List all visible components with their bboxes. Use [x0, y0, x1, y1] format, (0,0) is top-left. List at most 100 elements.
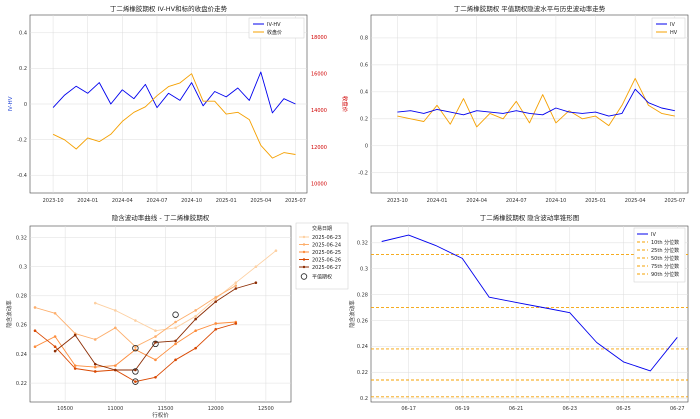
x-tick-label: 2023-10 — [43, 198, 64, 204]
x-tick-label: 2025-07 — [285, 198, 306, 204]
legend-swatch-marker — [302, 250, 306, 254]
smile-point — [33, 345, 37, 349]
legend-label: 10th 分位数 — [651, 239, 679, 246]
y2-tick-label: 18000 — [311, 35, 327, 41]
smile-point — [174, 358, 177, 362]
y-axis-label: IV-HV — [8, 96, 14, 111]
smile-point — [53, 349, 57, 353]
x-tick-label: 06-17 — [401, 406, 416, 412]
x-tick-label: 2025-07 — [664, 198, 685, 204]
x-tick-label: 2024-04 — [466, 198, 487, 204]
legend-label: 75th 分位数 — [651, 263, 679, 270]
smile-point — [114, 309, 117, 312]
smile-point — [194, 317, 197, 321]
smile-point — [194, 314, 197, 318]
smile-point — [73, 333, 77, 337]
smile-point — [274, 249, 278, 253]
x-tick-label: 12500 — [258, 406, 274, 412]
y2-tick-label: 12000 — [311, 145, 327, 151]
smile-point — [154, 375, 157, 379]
smile-point — [174, 342, 177, 346]
y2-tick-label: 14000 — [311, 108, 327, 114]
y-tick-label: 0.3 — [360, 267, 368, 273]
legend-label: 平值期权 — [312, 273, 332, 280]
y-tick-label: 0.24 — [357, 344, 368, 350]
y-tick-label: 0.8 — [360, 36, 368, 42]
legend-label: 2025-06-27 — [312, 265, 341, 271]
smile-point — [134, 368, 137, 372]
legend-box — [651, 17, 686, 39]
smile-point — [214, 300, 218, 303]
smile-point — [174, 320, 177, 324]
series-line-close-price — [52, 73, 296, 159]
smile-point — [73, 364, 77, 367]
smile-point — [154, 335, 157, 338]
x-tick-label: 11000 — [107, 406, 123, 412]
chart-title: 丁二烯橡胶期权 IV-HV和标的收盘价走势 — [110, 4, 228, 13]
x-tick-label: 2024-07 — [147, 198, 168, 204]
y-tick-label: 0 — [365, 144, 368, 150]
x-tick-label: 2025-04 — [625, 198, 646, 204]
smile-point — [214, 327, 218, 331]
smile-point — [254, 281, 258, 285]
x-axis-label: 行权价 — [152, 411, 169, 419]
y2-axis-label: 收盘价 — [341, 96, 349, 113]
x-tick-label: 2025-01 — [216, 198, 237, 204]
y-tick-label: -0.2 — [358, 171, 368, 177]
legend-label: IV — [670, 22, 675, 28]
x-tick-label: 06-23 — [563, 406, 578, 412]
legend-swatch-marker — [302, 235, 306, 239]
smile-point — [154, 358, 157, 362]
y-tick-label: 0.26 — [16, 323, 27, 329]
legend-label: HV — [670, 30, 678, 36]
smile-point — [134, 319, 137, 322]
y-tick-label: 0.22 — [357, 370, 368, 376]
x-tick-label: 11500 — [158, 406, 174, 412]
x-tick-label: 06-21 — [509, 406, 524, 412]
y2-tick-label: 10000 — [311, 182, 327, 188]
smile-point — [114, 368, 117, 372]
smile-point — [134, 345, 137, 349]
legend-label: IV — [651, 232, 656, 238]
x-tick-label: 2025-04 — [250, 198, 271, 204]
chart-title: 隐含波动率曲线 - 丁二烯橡胶期权 — [112, 213, 210, 222]
series-line-hv — [397, 77, 675, 128]
legend-swatch-marker — [302, 265, 306, 269]
legend-box — [633, 227, 686, 283]
smile-point — [194, 346, 197, 350]
y-axis-label: 隐含波动率 — [348, 300, 356, 328]
smile-point — [73, 367, 77, 370]
legend-atm-marker — [300, 273, 308, 280]
iv-hv-price-chart: -0.4 -0.2 0 0.2 0.4 2023-10 2024-01 2024-04 2024… — [8, 4, 349, 204]
smile-point — [53, 311, 57, 315]
smile-point — [93, 338, 97, 341]
atm-marker — [152, 340, 159, 348]
smile-point — [154, 341, 157, 344]
y-tick-label: 0.6 — [360, 63, 368, 69]
atm-marker — [172, 311, 179, 318]
smile-point — [234, 287, 238, 290]
volatility-smile-chart: 0.22 0.24 0.26 0.28 0.3 0.32 10500 11000 11500 12… — [5, 213, 349, 419]
series-line-iv-hv — [52, 71, 296, 114]
smile-point — [134, 348, 137, 351]
x-tick-label: 2024-10 — [181, 198, 202, 204]
legend-label: 2025-06-25 — [312, 250, 341, 256]
legend-label: 收盘价 — [267, 29, 282, 36]
y-tick-label: 0 — [24, 102, 27, 108]
y2-tick-label: 16000 — [311, 72, 327, 78]
iv-hv-level-chart: -0.2 0 0.2 0.4 0.6 0.8 2023-10 2024-01 2024-04 20… — [358, 4, 689, 204]
x-tick-label: 06-19 — [455, 406, 470, 412]
smile-point — [174, 326, 177, 330]
y-axis-label: 隐含波动率 — [5, 300, 13, 328]
smile-point — [214, 322, 218, 325]
y-tick-label: 0.26 — [357, 318, 368, 324]
chart-title: 丁二烯橡胶期权 平值期权隐波水平与历史波动率走势 — [454, 4, 606, 13]
y-tick-label: 0.4 — [360, 90, 368, 96]
atm-marker — [132, 344, 139, 352]
smile-point — [93, 301, 97, 305]
smile-point — [93, 362, 97, 366]
legend-swatch-marker — [302, 243, 306, 246]
legend-title: 交易日期 — [312, 225, 332, 232]
volatility-cone-chart: 0.2 0.22 0.24 0.26 0.28 0.3 0.32 06-17 06-19 06-2… — [348, 213, 689, 412]
